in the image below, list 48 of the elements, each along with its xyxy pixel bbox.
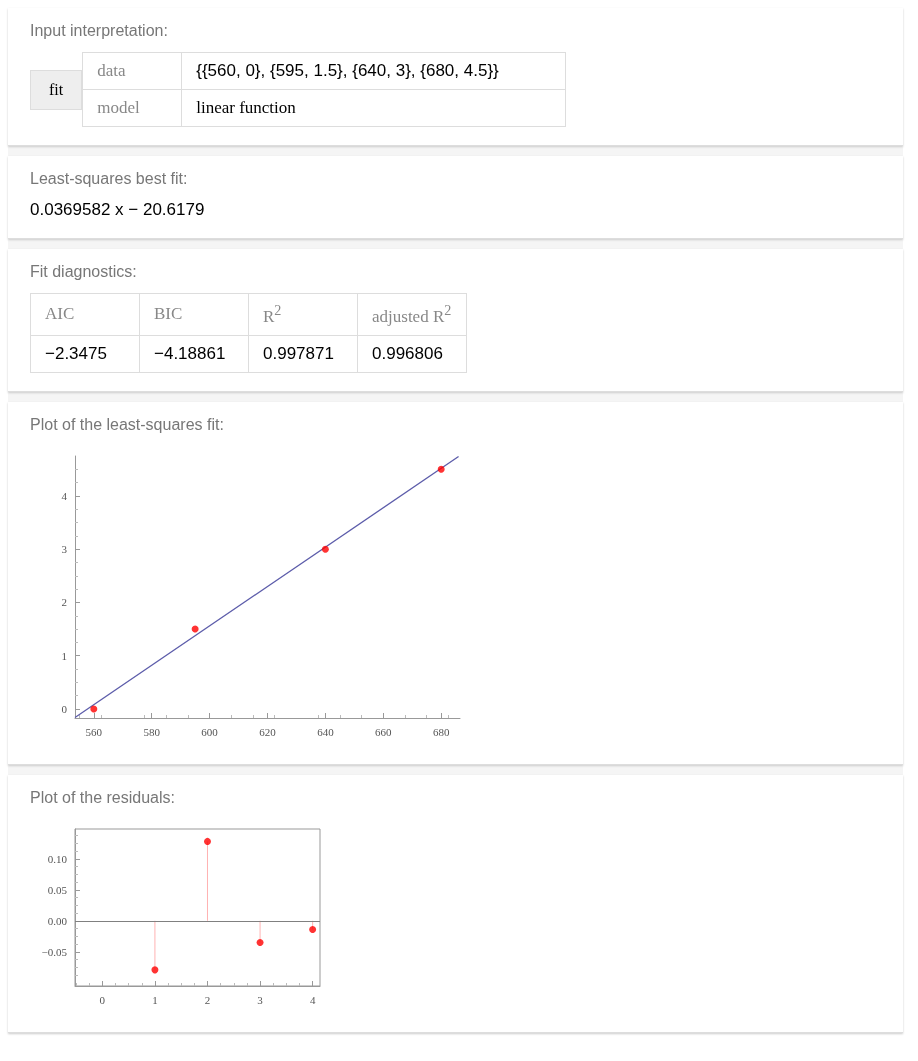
text: R$^{2}$ bbox=[248, 293, 358, 336]
y-tick-label: −0.05 bbox=[41, 945, 68, 958]
y-tick-label: 0.00 bbox=[47, 914, 68, 927]
point bbox=[90, 705, 98, 713]
point bbox=[437, 465, 445, 473]
point bbox=[321, 545, 329, 553]
x-tick-label: 580 bbox=[143, 725, 161, 738]
text: AIC bbox=[30, 293, 140, 336]
y-tick-label: 1 bbox=[61, 649, 67, 662]
x-tick-label: 620 bbox=[259, 725, 277, 738]
text: Fit diagnostics: bbox=[30, 263, 138, 281]
chart-title: Plot of the residuals: bbox=[30, 788, 176, 807]
text: BIC bbox=[139, 293, 249, 336]
y-tick-label: 0.10 bbox=[47, 852, 68, 865]
text: model bbox=[82, 89, 182, 127]
y-tick-label: 2 bbox=[61, 596, 67, 609]
text: {{560, 0}, {595, 1.5}, {640, 3}, {680, 4.5}} bbox=[181, 52, 566, 90]
x-tick-label: 2 bbox=[204, 993, 211, 1006]
y-tick-label: 4 bbox=[61, 489, 68, 502]
point bbox=[191, 625, 199, 633]
x-tick-label: 1 bbox=[152, 993, 158, 1006]
text: Least-squares best fit: bbox=[30, 170, 189, 188]
text: 0.997871 bbox=[248, 335, 358, 373]
x-tick-label: 640 bbox=[317, 725, 335, 738]
chart-title: Plot of the least-squares fit: bbox=[30, 415, 225, 434]
text: data bbox=[82, 52, 182, 90]
x-tick-label: 560 bbox=[85, 725, 103, 738]
point bbox=[151, 966, 159, 974]
text: 0.996806 bbox=[357, 335, 467, 373]
point bbox=[309, 925, 317, 933]
x-tick-label: 0 bbox=[99, 993, 106, 1006]
text: −4.18861 bbox=[139, 335, 249, 373]
text: fit bbox=[30, 69, 83, 110]
y-tick-label: 0 bbox=[61, 702, 68, 715]
text: adjusted R$^{2}$ bbox=[357, 293, 467, 336]
text: −2.3475 bbox=[30, 335, 140, 373]
point bbox=[256, 938, 264, 946]
x-tick-label: 4 bbox=[309, 993, 316, 1006]
x-tick-label: 680 bbox=[432, 725, 450, 738]
x-tick-label: 660 bbox=[375, 725, 393, 738]
x-tick-label: 600 bbox=[201, 725, 219, 738]
x-tick-label: 3 bbox=[257, 993, 264, 1006]
y-tick-label: 0.05 bbox=[47, 883, 68, 896]
point bbox=[204, 837, 211, 845]
y-tick-label: 3 bbox=[61, 542, 68, 555]
text: linear function bbox=[181, 89, 566, 127]
text: Input interpretation: bbox=[30, 22, 169, 40]
text: 0.0369582 x − 20.6179 bbox=[30, 200, 206, 220]
